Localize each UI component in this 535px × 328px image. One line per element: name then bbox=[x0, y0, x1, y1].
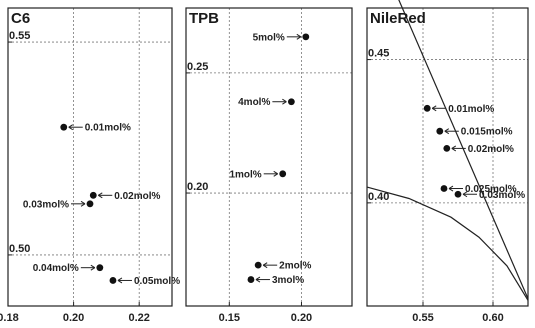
boundary-curve bbox=[366, 186, 529, 301]
point-label: 0.01mol% bbox=[448, 104, 494, 115]
data-point bbox=[302, 33, 310, 41]
panel-title: C6 bbox=[11, 10, 30, 27]
point-label: 0.02mol% bbox=[114, 191, 160, 202]
arrow-head bbox=[448, 185, 454, 192]
x-tick-label: 0.20 bbox=[63, 312, 84, 324]
y-tick-label: 0.40 bbox=[368, 191, 389, 203]
panel-c6: C6 0.18 0.20 0.22 0.50 0.55 0.01mol% 0.02mol% 0.… bbox=[0, 7, 180, 324]
point-label: 0.05mol% bbox=[134, 276, 180, 287]
arrow-head bbox=[273, 170, 278, 177]
point-label: 0.03mol% bbox=[479, 190, 525, 201]
arrow-head bbox=[431, 105, 437, 112]
point-label: 0.02mol% bbox=[468, 144, 514, 155]
data-point bbox=[443, 145, 451, 152]
x-tick-label: 0.60 bbox=[482, 312, 503, 324]
arrow-head bbox=[451, 145, 457, 152]
x-tick-label: 0.18 bbox=[0, 312, 19, 324]
data-point bbox=[279, 170, 287, 178]
x-tick-label: 0.20 bbox=[291, 312, 312, 324]
panel-title: NileRed bbox=[370, 10, 426, 27]
plot-frame bbox=[185, 7, 353, 307]
data-point bbox=[96, 264, 104, 272]
arrow-head bbox=[255, 276, 261, 283]
x-tick-label: 0.15 bbox=[219, 312, 240, 324]
panel-nilered: NileRed 0.55 0.60 0.40 0.45 0.01mol% 0.015mol%… bbox=[366, 0, 529, 324]
data-point bbox=[89, 191, 97, 199]
x-tick-label: 0.22 bbox=[128, 312, 149, 324]
point-label: 0.04mol% bbox=[33, 263, 79, 274]
data-point bbox=[287, 98, 295, 106]
arrow-head bbox=[117, 277, 123, 284]
data-point bbox=[423, 104, 431, 112]
y-tick-label: 0.20 bbox=[187, 181, 208, 193]
plot-frame bbox=[366, 7, 529, 307]
point-label: 3mol% bbox=[272, 275, 304, 286]
panel-tpb: TPB 0.15 0.20 0.20 0.25 5mol% 4mol% 1mol% 2mol% 3… bbox=[185, 7, 353, 324]
point-label: 0.015mol% bbox=[461, 127, 513, 138]
data-point bbox=[109, 277, 117, 284]
x-tick-label: 0.55 bbox=[412, 312, 433, 324]
boundary-curve bbox=[398, 0, 529, 299]
data-point bbox=[254, 261, 262, 269]
y-tick-label: 0.25 bbox=[187, 61, 208, 73]
point-label: 0.03mol% bbox=[23, 199, 69, 210]
data-point bbox=[436, 127, 444, 135]
arrow-head bbox=[462, 191, 468, 198]
arrow-head bbox=[262, 262, 268, 269]
arrow-head bbox=[296, 33, 302, 40]
point-label: 1mol% bbox=[229, 169, 261, 180]
y-tick-label: 0.50 bbox=[9, 243, 30, 255]
plot-frame bbox=[7, 7, 173, 307]
data-point bbox=[86, 200, 94, 208]
point-label: 4mol% bbox=[238, 97, 270, 108]
arrow-head bbox=[80, 200, 86, 207]
data-point bbox=[440, 185, 448, 192]
data-point bbox=[454, 190, 462, 198]
y-tick-label: 0.55 bbox=[9, 30, 30, 42]
data-point bbox=[60, 123, 68, 131]
data-point bbox=[247, 276, 255, 283]
panel-title: TPB bbox=[189, 10, 219, 27]
arrow-head bbox=[444, 128, 450, 135]
arrow-head bbox=[90, 264, 96, 271]
arrow-head bbox=[282, 98, 287, 105]
point-label: 0.01mol% bbox=[85, 123, 131, 134]
arrow-head bbox=[68, 124, 74, 131]
point-label: 0.025mol% bbox=[465, 184, 517, 195]
point-label: 5mol% bbox=[253, 32, 285, 43]
arrow-head bbox=[98, 192, 103, 199]
y-tick-label: 0.45 bbox=[368, 48, 389, 60]
point-label: 2mol% bbox=[279, 261, 311, 272]
